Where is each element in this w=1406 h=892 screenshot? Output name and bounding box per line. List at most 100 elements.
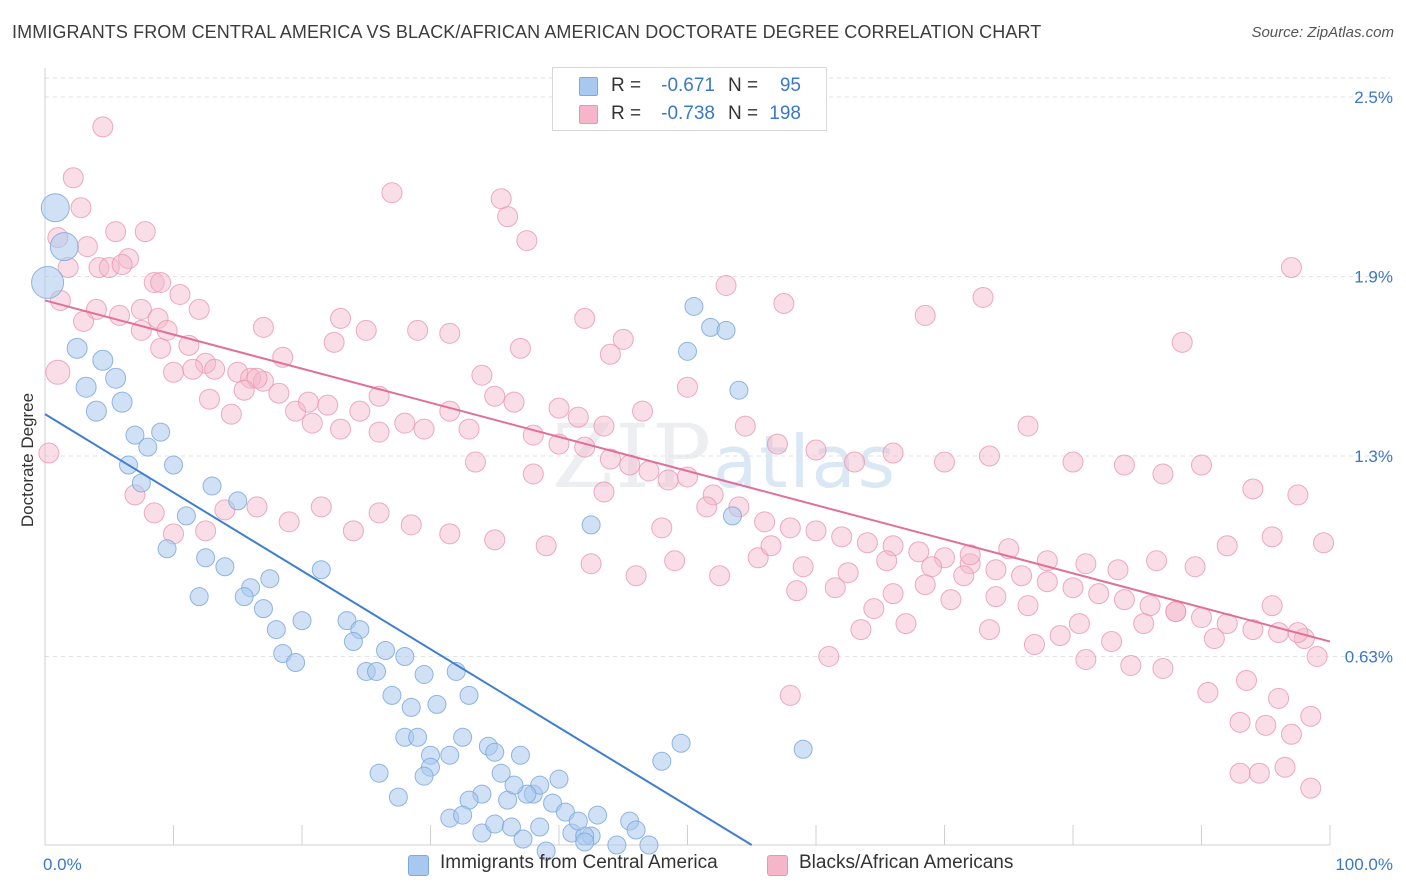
data-point-central-america (151, 422, 171, 442)
data-point-black-african-american (198, 388, 220, 410)
data-point-central-america (395, 647, 415, 667)
data-point-central-america (111, 391, 133, 413)
data-point-black-african-american (940, 589, 962, 611)
data-point-central-america (414, 766, 434, 786)
data-point-central-america (671, 733, 691, 753)
data-point-central-america (228, 491, 248, 511)
data-point-central-america (581, 515, 601, 535)
legend-swatch-blue (408, 855, 429, 876)
data-point-central-america (588, 805, 608, 825)
data-point-black-african-american (310, 496, 332, 518)
data-point-central-america (793, 739, 813, 759)
data-point-black-african-american (824, 577, 846, 599)
data-point-black-african-american (599, 448, 621, 470)
y-tick-label: 1.3% (1354, 447, 1393, 466)
data-point-black-african-american (143, 272, 165, 294)
data-point-central-america (266, 620, 286, 640)
data-point-black-african-american (349, 400, 371, 422)
stats-legend: R = -0.671 N = 95 R = -0.738 N = 198 (552, 67, 827, 131)
data-point-black-african-american (895, 613, 917, 635)
trend-line-black-african-american (44, 299, 1331, 643)
data-point-central-america (66, 337, 88, 359)
data-point-black-african-american (330, 418, 352, 440)
data-point-central-america (722, 506, 742, 526)
data-point-black-african-american (734, 415, 756, 437)
data-point-central-america (202, 476, 222, 496)
data-point-black-african-american (355, 319, 377, 341)
data-point-black-african-american (1113, 454, 1135, 476)
data-point-black-african-american (73, 310, 95, 332)
data-point-black-african-american (1300, 705, 1322, 727)
data-point-black-african-american (837, 562, 859, 584)
data-point-black-african-american (805, 439, 827, 461)
data-point-black-african-american (1242, 619, 1264, 641)
data-point-black-african-american (458, 418, 480, 440)
data-point-black-african-american (1113, 589, 1135, 611)
data-point-black-african-american (268, 382, 290, 404)
data-point-black-african-american (856, 532, 878, 554)
data-point-black-african-american (908, 541, 930, 563)
y-tick-label: 2.5% (1354, 88, 1393, 107)
data-point-black-african-american (134, 221, 156, 243)
legend-label-central-america: Immigrants from Central America (440, 852, 718, 873)
data-point-black-african-american (1197, 681, 1219, 703)
data-point-central-america (253, 599, 273, 619)
data-point-black-african-american (246, 496, 268, 518)
data-point-black-african-american (439, 523, 461, 545)
data-point-black-african-american (657, 469, 679, 491)
data-point-black-african-american (394, 412, 416, 434)
series-blacks-african-americans (38, 116, 1335, 799)
data-point-black-african-american (1203, 628, 1225, 650)
data-point-black-african-american (844, 451, 866, 473)
series-legend: Immigrants from Central America Blacks/A… (0, 852, 1406, 878)
data-point-black-african-american (70, 197, 92, 219)
data-point-black-african-american (1313, 532, 1335, 554)
data-point-black-african-american (1133, 613, 1155, 635)
data-point-black-african-american (593, 481, 615, 503)
data-point-black-african-american (998, 538, 1020, 560)
legend-n-value: 198 (769, 103, 801, 124)
data-point-black-african-american (150, 272, 172, 294)
data-point-black-african-american (535, 535, 557, 557)
data-point-black-african-american (1184, 556, 1206, 578)
data-point-black-african-american (497, 206, 519, 228)
data-point-black-african-american (220, 403, 242, 425)
data-point-central-america (678, 341, 697, 361)
data-point-black-african-american (204, 358, 226, 380)
data-point-black-african-american (934, 451, 955, 473)
legend-swatch-blue (579, 77, 598, 96)
data-point-black-african-american (439, 400, 461, 422)
data-point-black-african-american (921, 556, 943, 578)
data-point-black-african-american (323, 331, 345, 353)
data-point-central-america (408, 727, 428, 747)
data-point-black-african-american (38, 442, 60, 464)
data-point-black-african-american (696, 496, 718, 518)
data-point-black-african-american (1235, 669, 1257, 691)
data-point-black-african-american (1088, 583, 1110, 605)
y-tick-label: 1.9% (1354, 268, 1393, 287)
data-point-black-african-american (130, 298, 152, 320)
x-tick-label-min: 0.0% (43, 855, 82, 874)
data-point-central-america (453, 727, 473, 747)
data-point-black-african-american (1062, 451, 1084, 473)
data-point-black-african-american (1075, 648, 1097, 670)
data-point-black-african-american (1017, 595, 1039, 617)
data-point-black-african-american (1049, 625, 1071, 647)
data-point-black-african-american (522, 463, 544, 485)
data-point-central-america (716, 320, 736, 340)
data-point-black-african-american (233, 379, 255, 401)
data-point-black-african-american (805, 520, 827, 542)
data-point-black-african-american (1300, 777, 1322, 799)
data-point-black-african-american (625, 565, 647, 587)
data-point-black-african-american (195, 520, 217, 542)
legend-n-value: 95 (779, 75, 801, 96)
data-point-black-african-american (978, 619, 1000, 641)
data-point-black-african-american (876, 550, 898, 572)
data-point-black-african-american (503, 391, 525, 413)
data-point-central-america (536, 841, 556, 861)
trend-line-central-america (44, 413, 753, 846)
data-point-black-african-american (677, 376, 698, 398)
data-point-black-african-american (1152, 463, 1174, 485)
data-point-black-african-american (143, 502, 165, 524)
